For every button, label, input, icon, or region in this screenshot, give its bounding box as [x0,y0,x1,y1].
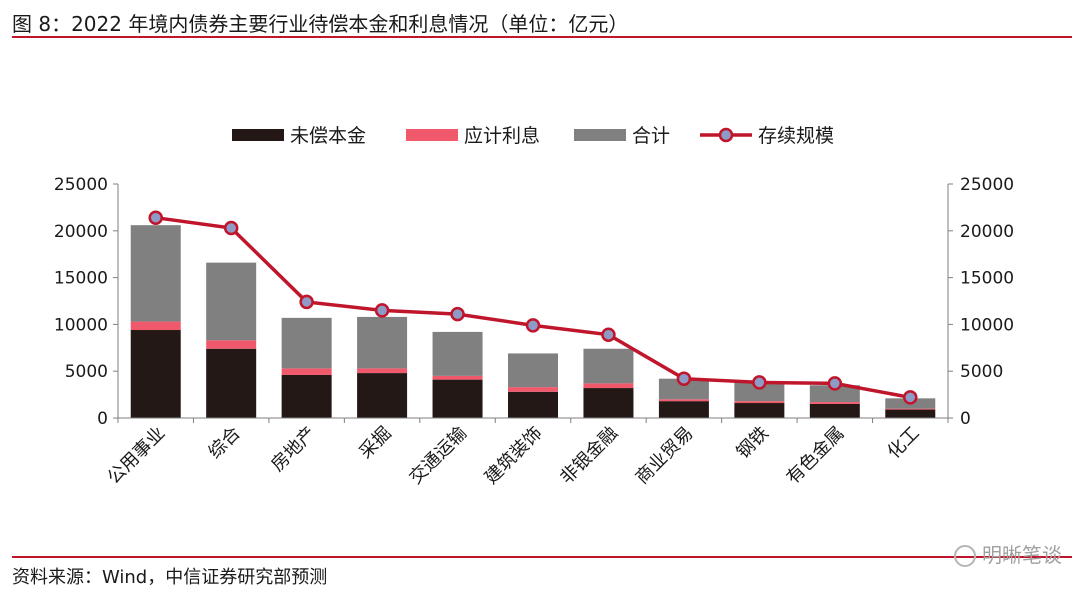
bar-principal [885,409,936,418]
chart-svg: 未偿本金 应计利息 合计 存续规模 0 5000 10000 15000 20000 25000… [54,125,1014,489]
category-label: 公用事业 [104,423,170,489]
right-y-axis: 0 5000 10000 15000 20000 25000 [947,175,1014,429]
left-tick-label: 15000 [54,269,108,289]
bar-principal [130,330,181,418]
top-rule [12,36,1072,38]
bar-interest [281,368,332,375]
scale-point [676,371,692,386]
bar-principal [583,388,634,418]
right-tick-label: 15000 [960,269,1014,289]
scale-point [903,390,918,405]
scale-point [223,220,239,236]
bar-total [508,353,558,388]
watermark-text: 明晰笔谈 [982,543,1062,567]
chart-legend: 未偿本金 应计利息 合计 存续规模 [232,125,834,147]
wechat-icon [954,545,976,567]
scale-point [148,210,163,225]
category-label: 交通运输 [405,423,471,489]
bar-total [130,225,181,322]
legend-label: 合计 [632,125,670,147]
bar-interest [809,402,860,404]
category-label: 化工 [884,423,924,463]
bar-interest [885,408,936,410]
scale-point [299,294,314,310]
bar-total [809,385,860,403]
left-tick-label: 25000 [54,175,108,195]
bar-principal [508,391,558,418]
bar-interest [130,321,181,331]
bar-interest [206,340,257,349]
bar-total [734,382,785,402]
bar-interest [508,387,558,392]
legend-marker [718,127,734,143]
bar-total [658,378,709,400]
scale-point [374,303,390,318]
category-label: 非银金融 [556,423,622,489]
scale-point [450,306,465,322]
bar-interest [734,401,785,404]
legend-label: 未偿本金 [290,125,366,147]
left-tick-label: 5000 [65,362,108,382]
bar-principal [206,348,257,418]
bar-principal [432,379,483,418]
watermark: 明晰笔谈 [954,539,1062,568]
bar-interest [432,375,483,380]
scale-line-group [148,210,918,405]
bar-principal [658,401,709,418]
chart-title: 图 8：2022 年境内债券主要行业待偿本金和利息情况（单位：亿元） [12,12,629,36]
scale-point [827,376,843,391]
scale-point [601,327,616,342]
right-tick-label: 20000 [960,222,1014,242]
bar-principal [734,403,785,418]
bar-total [206,262,257,341]
category-label: 商业贸易 [632,423,698,489]
category-label: 有色金属 [783,423,849,489]
left-y-axis: 0 5000 10000 15000 20000 25000 [54,175,119,429]
right-tick-label: 5000 [960,362,1003,382]
scale-point [525,318,541,333]
category-label: 采掘 [355,423,395,463]
category-label: 建筑装饰 [481,423,547,489]
bar-interest [583,383,634,389]
bar-total [432,331,483,376]
legend-swatch [232,129,284,141]
right-tick-label: 0 [960,409,971,429]
scale-point [752,375,767,390]
bar-interest [357,368,408,374]
left-tick-label: 0 [97,409,108,429]
left-tick-label: 10000 [54,315,108,335]
category-label: 房地产 [267,423,320,476]
source-note: 资料来源：Wind，中信证券研究部预测 [12,567,328,588]
category-label: 钢铁 [733,423,773,463]
left-tick-label: 20000 [54,222,108,242]
bar-principal [357,373,408,418]
bottom-rule [12,556,1072,558]
bar-principal [809,403,860,418]
bar-total [583,348,634,384]
x-axis: 公用事业 综合 房地产 采掘 交通运输 建筑装饰 非银金融 商业贸易 钢铁 有色金属 化工 [104,417,949,489]
bar-principal [281,374,332,418]
right-tick-label: 10000 [960,315,1014,335]
bar-total [281,317,332,369]
category-label: 综合 [204,423,244,463]
legend-swatch [406,129,458,141]
legend-label: 应计利息 [464,125,540,147]
legend-swatch [574,129,626,141]
right-tick-label: 25000 [960,175,1014,195]
legend-label: 存续规模 [758,125,834,147]
bar-total [357,316,408,369]
bar-interest [658,399,709,402]
